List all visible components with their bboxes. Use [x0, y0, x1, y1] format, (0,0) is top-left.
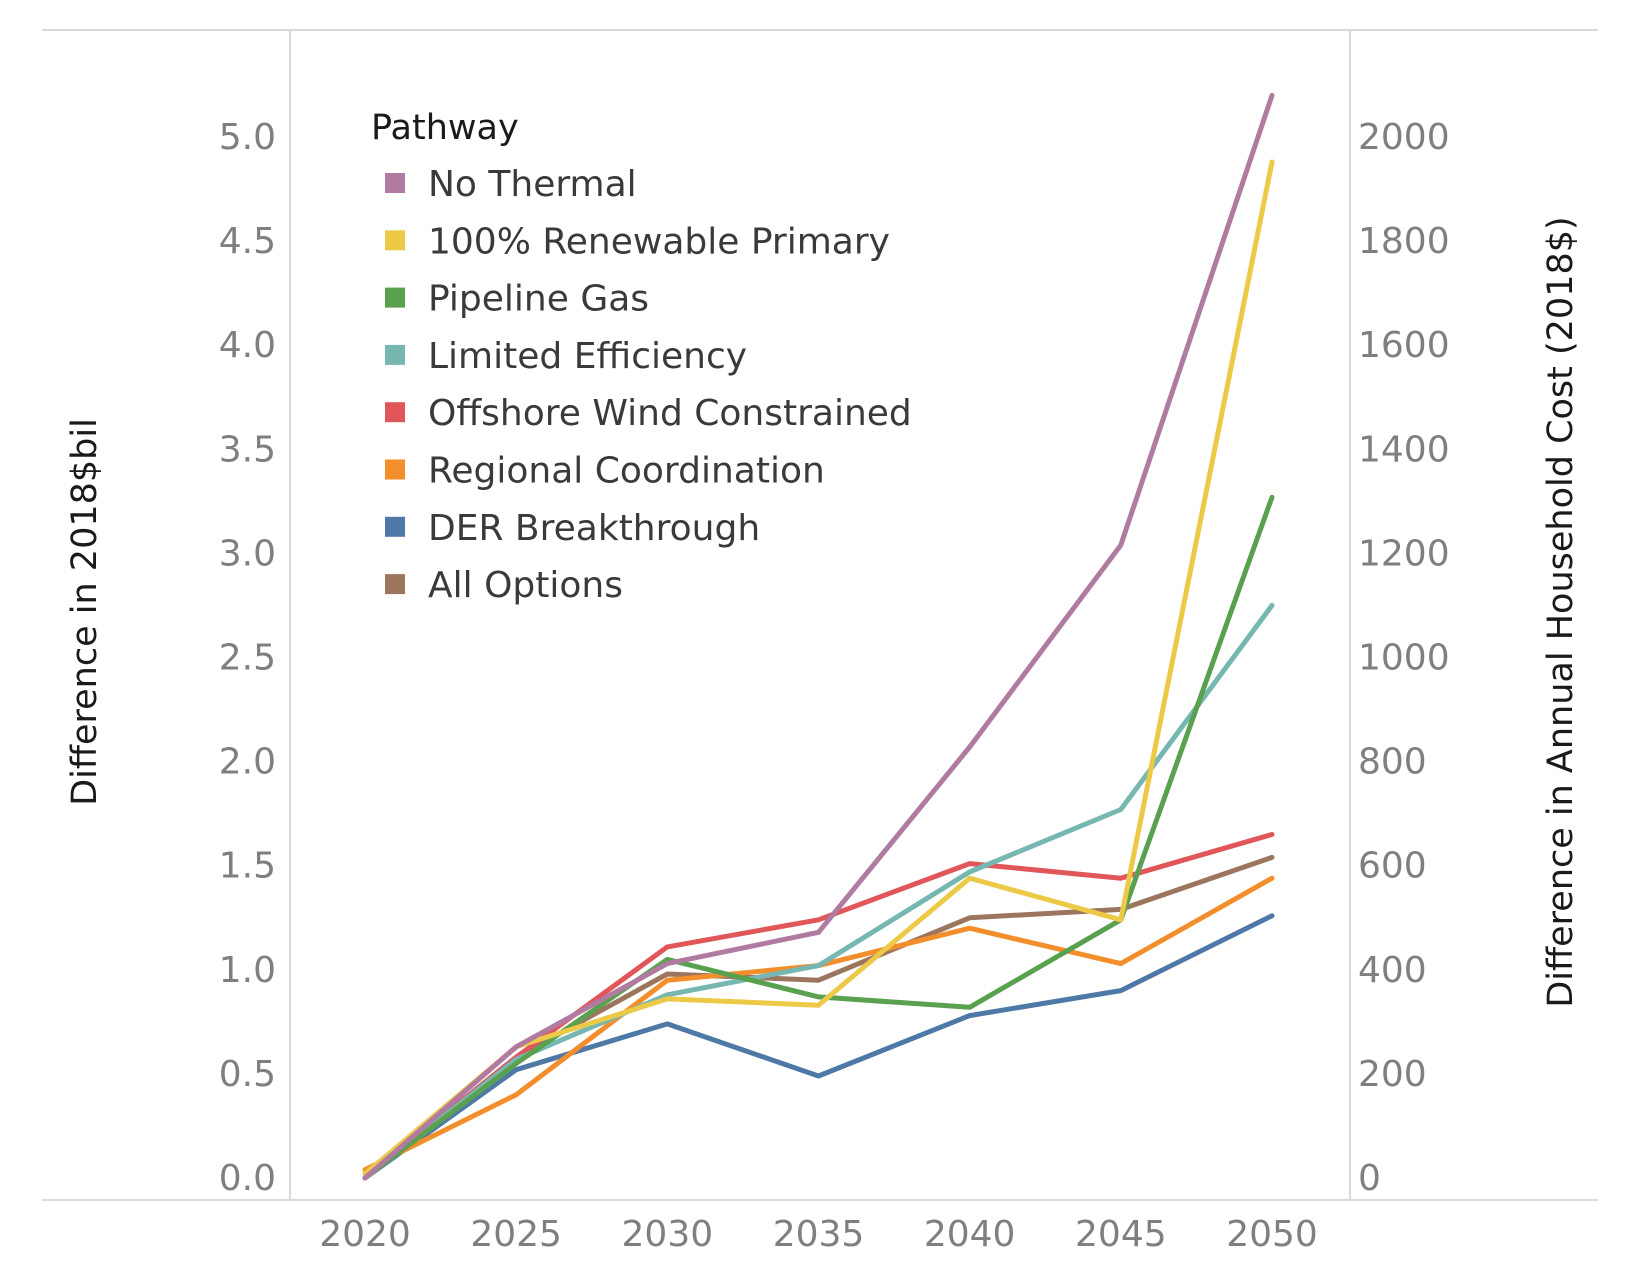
x-tick-label: 2020	[319, 1214, 411, 1255]
x-tick-label: 2035	[773, 1214, 865, 1255]
legend-swatch-100-renewable-primary	[385, 230, 405, 251]
y-tick-label: 1.5	[219, 846, 276, 887]
legend-label-100-renewable-primary: 100% Renewable Primary	[428, 221, 890, 262]
x-tick-label: 2030	[622, 1214, 714, 1255]
y-tick-label: 4.5	[219, 221, 276, 262]
y-tick-label: 0.5	[219, 1054, 276, 1095]
series-line-no-thermal	[362, 92, 1275, 1181]
y2-tick-label: 1600	[1358, 325, 1450, 366]
legend-label-pipeline-gas: Pipeline Gas	[428, 279, 649, 320]
legend-label-offshore-wind-constrained: Offshore Wind Constrained	[428, 393, 912, 434]
y-tick-label: 1.0	[219, 950, 276, 991]
y2-tick-label: 200	[1358, 1054, 1427, 1095]
y2-tick-label: 1800	[1358, 221, 1450, 262]
legend-swatch-pipeline-gas	[385, 287, 405, 308]
x-tick-label: 2050	[1226, 1214, 1318, 1255]
legend-swatch-der-breakthrough	[385, 516, 405, 537]
legend-label-der-breakthrough: DER Breakthrough	[428, 508, 760, 549]
y-tick-label: 2.0	[219, 742, 276, 783]
y-tick-label: 0.0	[219, 1158, 276, 1199]
legend-label-limited-efficiency: Limited Efficiency	[428, 336, 747, 377]
right-axis-ticks: 0 200 400 600 800 1000 1200 1400 1600 1800 2000	[1358, 117, 1450, 1199]
x-axis-ticks: 2020 2025 2030 2035 2040 2045 2050	[319, 1214, 1318, 1255]
y2-tick-label: 600	[1358, 846, 1427, 887]
y2-tick-label: 0	[1358, 1158, 1381, 1199]
chart-frame	[42, 29, 1598, 1201]
legend-swatch-offshore-wind-constrained	[385, 402, 405, 423]
y2-tick-label: 1000	[1358, 638, 1450, 679]
legend: Pathway No Thermal 100% Renewable Primary…	[371, 108, 912, 606]
series-line-limited-efficiency	[362, 602, 1275, 1181]
y2-tick-label: 1400	[1358, 429, 1450, 470]
legend-label-all-options: All Options	[428, 565, 623, 606]
legend-label-regional-coordination: Regional Coordination	[428, 451, 825, 492]
y-tick-label: 5.0	[219, 117, 276, 158]
y2-tick-label: 1200	[1358, 533, 1450, 574]
legend-swatch-limited-efficiency	[385, 344, 405, 365]
x-tick-label: 2025	[470, 1214, 562, 1255]
legend-swatch-all-options	[385, 574, 405, 595]
x-tick-label: 2040	[924, 1214, 1016, 1255]
y2-tick-label: 2000	[1358, 117, 1450, 158]
series-line-all-options	[362, 854, 1275, 1181]
legend-label-no-thermal: No Thermal	[428, 164, 637, 205]
series-line-der-breakthrough	[362, 913, 1275, 1181]
series-lines	[362, 92, 1275, 1181]
left-axis-ticks: 0.0 0.5 1.0 1.5 2.0 2.5 3.0 3.5 4.0 4.5 5.0	[219, 117, 276, 1199]
right-axis-title: Difference in Annual Household Cost (201…	[1541, 216, 1581, 1007]
y2-tick-label: 400	[1358, 950, 1427, 991]
y-tick-label: 4.0	[219, 325, 276, 366]
legend-swatch-regional-coordination	[385, 459, 405, 480]
left-axis-title: Difference in 2018$bil	[65, 418, 105, 806]
y-tick-label: 2.5	[219, 638, 276, 679]
legend-title: Pathway	[371, 108, 519, 148]
y2-tick-label: 800	[1358, 742, 1427, 783]
y-tick-label: 3.5	[219, 429, 276, 470]
legend-swatch-no-thermal	[385, 173, 405, 193]
y-tick-label: 3.0	[219, 533, 276, 574]
x-tick-label: 2045	[1075, 1214, 1167, 1255]
